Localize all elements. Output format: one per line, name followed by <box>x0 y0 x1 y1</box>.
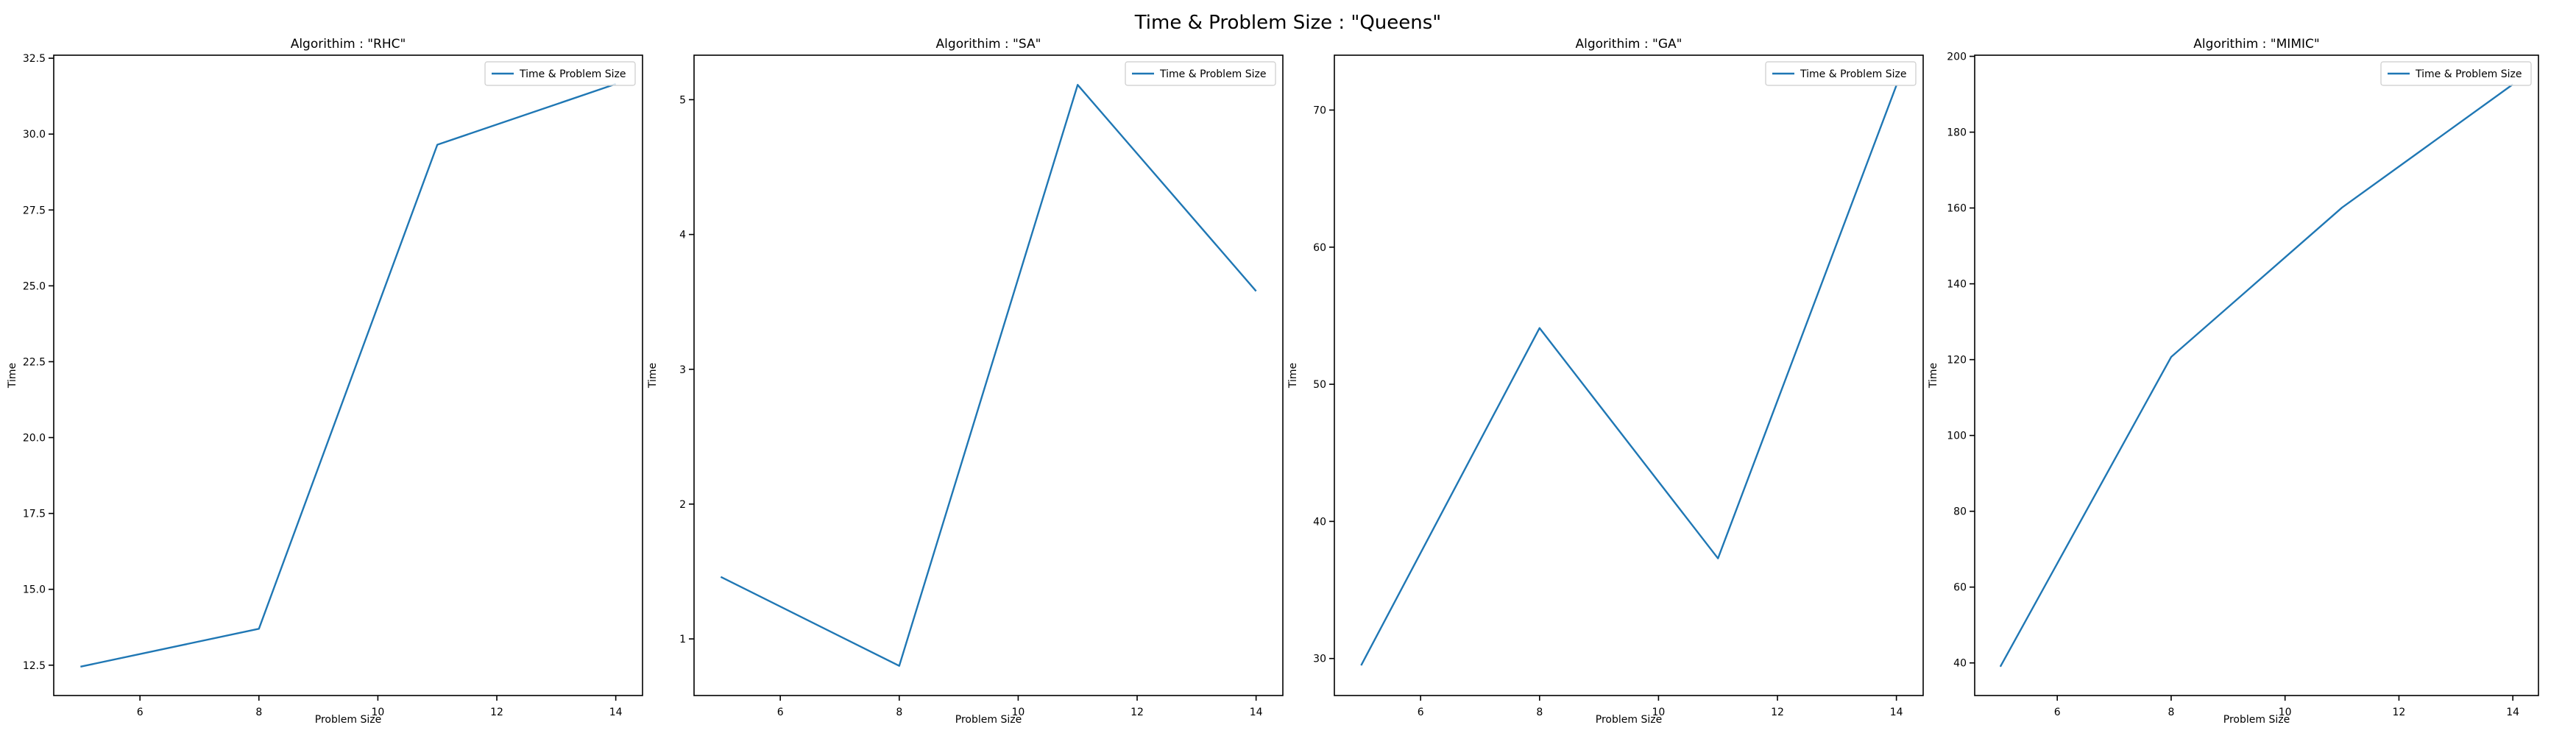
chart-panel-3: 6 8 10 12 14 30 40 50 60 70 Algorithim : "GA" Probl… <box>1287 37 1924 726</box>
y-tick-label: 100 <box>1947 431 1967 442</box>
x-tick-label: 14 <box>2506 707 2519 718</box>
y-axis-label: Time <box>1928 363 1939 389</box>
x-tick-label: 12 <box>1771 707 1784 718</box>
y-tick-label: 4 <box>679 230 686 241</box>
y-tick-label: 30.0 <box>23 129 46 141</box>
y-tick-label: 2 <box>679 499 686 511</box>
x-tick-label: 14 <box>1250 707 1263 718</box>
y-tick-label: 25.0 <box>23 280 46 292</box>
y-tick-label: 160 <box>1947 203 1967 215</box>
legend-label: Time & Problem Size <box>2415 68 2522 80</box>
x-tick-label: 6 <box>777 707 784 718</box>
legend-box <box>2380 61 2532 86</box>
x-tick-label: 6 <box>137 707 144 718</box>
y-axis-label: Time <box>7 363 18 389</box>
y-axis-label: Time <box>1287 363 1299 389</box>
figure-title: Time & Problem Size : "Queens" <box>1134 12 1442 34</box>
legend-label: Time & Problem Size <box>1800 68 1907 80</box>
y-tick-label: 60 <box>1313 242 1326 254</box>
chart-title: Algorithim : "SA" <box>936 37 1041 52</box>
axes-frame <box>53 54 643 696</box>
y-tick-label: 180 <box>1947 127 1967 139</box>
axes-frame <box>1334 54 1924 696</box>
y-tick-label: 120 <box>1947 355 1967 367</box>
y-tick-label: 80 <box>1953 506 1967 518</box>
y-tick-label: 27.5 <box>23 205 46 216</box>
x-axis-label: Problem Size <box>315 714 381 726</box>
legend-box <box>1765 61 1917 86</box>
y-tick-label: 40 <box>1313 516 1326 528</box>
series-line-1 <box>720 84 1257 667</box>
axes-frame <box>693 54 1284 696</box>
y-tick-label: 22.5 <box>23 356 46 368</box>
y-tick-label: 3 <box>679 364 686 376</box>
series-line-1 <box>1360 85 1897 666</box>
legend-label: Time & Problem Size <box>519 68 626 80</box>
chart-panel-1: 6 8 10 12 14 12.5 15.0 17.5 20.0 22.5 25.0 27.5 30.0… <box>7 37 643 726</box>
x-tick-label: 14 <box>609 707 623 718</box>
x-tick-label: 10 <box>2279 707 2292 718</box>
series-line-1 <box>1999 83 2513 668</box>
y-tick-label: 70 <box>1313 105 1326 117</box>
y-tick-label: 5 <box>679 94 686 106</box>
y-tick-label: 60 <box>1953 582 1967 594</box>
x-tick-label: 12 <box>2393 707 2406 718</box>
x-tick-label: 10 <box>371 707 384 718</box>
axes-frame <box>1974 54 2539 696</box>
x-tick-label: 6 <box>1418 707 1424 718</box>
y-tick-label: 50 <box>1313 379 1326 391</box>
x-tick-label: 8 <box>1536 707 1543 718</box>
series-line-1 <box>80 83 617 668</box>
legend: Time & Problem Size <box>1765 61 1917 86</box>
y-tick-label: 12.5 <box>23 660 46 672</box>
x-tick-label: 10 <box>1652 707 1665 718</box>
y-tick-label: 40 <box>1953 658 1967 670</box>
y-axis-label: Time <box>647 363 659 389</box>
chart-title: Algorithim : "GA" <box>1576 37 1682 52</box>
x-tick-label: 14 <box>1890 707 1903 718</box>
legend: Time & Problem Size <box>2380 61 2532 86</box>
legend-box <box>484 61 636 86</box>
x-tick-label: 8 <box>896 707 902 718</box>
chart-title: Algorithim : "RHC" <box>291 37 406 52</box>
legend: Time & Problem Size <box>1125 61 1276 86</box>
y-tick-label: 15.0 <box>23 584 46 596</box>
x-tick-label: 12 <box>1130 707 1144 718</box>
x-tick-label: 6 <box>2054 707 2061 718</box>
y-tick-label: 32.5 <box>23 53 46 65</box>
x-axis-label: Problem Size <box>2223 714 2290 726</box>
x-tick-label: 10 <box>1011 707 1025 718</box>
y-tick-label: 200 <box>1947 52 1967 63</box>
y-tick-label: 1 <box>679 634 686 645</box>
x-tick-label: 12 <box>490 707 503 718</box>
y-tick-label: 30 <box>1313 654 1326 665</box>
legend-box <box>1125 61 1276 86</box>
chart-title: Algorithim : "MIMIC" <box>2193 37 2319 52</box>
y-tick-label: 17.5 <box>23 509 46 520</box>
y-tick-label: 140 <box>1947 279 1967 291</box>
x-tick-label: 8 <box>2168 707 2174 718</box>
x-axis-label: Problem Size <box>955 714 1022 726</box>
y-tick-label: 20.0 <box>23 433 46 445</box>
x-tick-label: 8 <box>255 707 262 718</box>
legend-label: Time & Problem Size <box>1159 68 1267 80</box>
chart-panel-4: 6 8 10 12 14 40 60 80 100 120 140 160 180 200 Algorith… <box>1928 37 2539 726</box>
legend: Time & Problem Size <box>484 61 636 86</box>
charts-group: 6 8 10 12 1412.515.017.520.022.525.027.530.0… <box>7 37 2539 726</box>
x-axis-label: Problem Size <box>1596 714 1662 726</box>
